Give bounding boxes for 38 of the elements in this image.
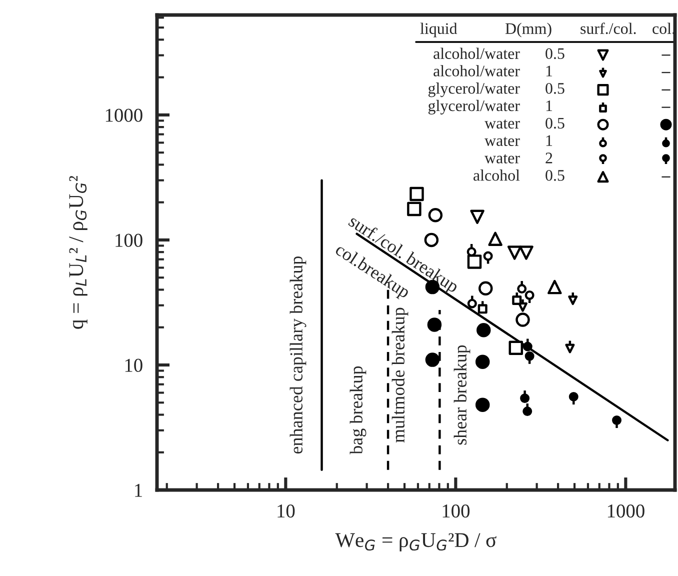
annotation: bag breakup	[350, 366, 366, 454]
y-tick-label: 10	[125, 358, 142, 372]
annotation: 0.5	[546, 48, 564, 60]
annotation: water	[484, 119, 520, 129]
annotation: 2	[546, 152, 552, 164]
annotation: –	[662, 176, 670, 178]
y-tick-label: 100	[116, 234, 142, 247]
annotation: alcohol	[474, 170, 520, 181]
annotation: alcohol/water	[434, 65, 520, 76]
y-tick-label: 1000	[106, 108, 142, 122]
x-tick-label: 100	[442, 504, 470, 518]
annotation: –	[662, 72, 670, 74]
text: q = ρ$_{L}$U$_{L}$² / ρ$_{G}$U$_{G}$²	[69, 176, 88, 329]
annotation: shear breakup	[454, 345, 470, 445]
annotation: –	[662, 106, 670, 108]
annotation: D(mm)	[505, 22, 552, 38]
annotation: water	[484, 154, 520, 164]
annotation: 0.5	[546, 170, 564, 181]
annotation: 1	[546, 135, 552, 146]
annotation: 1	[546, 100, 552, 112]
x-axis-title: We$_{G}$ = ρ$_{G}$U$_{G}$²D / σ	[335, 533, 496, 552]
annotation: multmode breakup	[392, 308, 408, 443]
annotation: glycerol/water	[428, 100, 520, 114]
annotation: liquid	[420, 22, 458, 38]
annotation: 1	[546, 66, 552, 76]
annotation: 0.5	[546, 83, 564, 94]
annotation: surf./col.	[580, 22, 636, 34]
annotation: –	[662, 89, 670, 91]
annotation: 0.5	[546, 118, 564, 129]
annotation: col.	[652, 22, 674, 34]
x-tick-label: 10	[278, 504, 295, 518]
annotation: water	[484, 136, 520, 146]
x-tick-label: 1000	[608, 504, 644, 518]
annotation: –	[662, 54, 670, 56]
annotation: enhanced capillary breakup	[290, 256, 306, 454]
annotation: alcohol/water	[434, 48, 520, 59]
y-tick-label: 1	[135, 484, 142, 497]
annotation: glycerol/water	[428, 82, 520, 98]
